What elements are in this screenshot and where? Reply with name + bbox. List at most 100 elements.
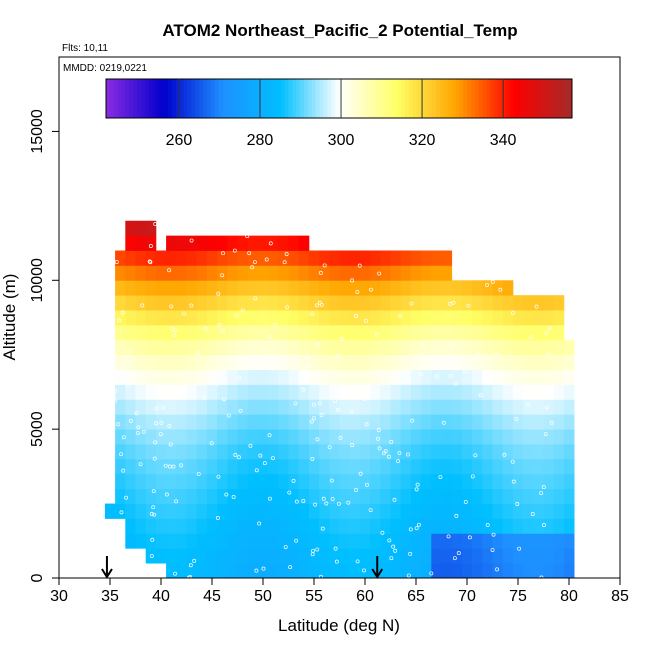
heatmap-cell bbox=[186, 533, 198, 549]
sample-point bbox=[161, 406, 166, 410]
heatmap-cell bbox=[135, 280, 147, 296]
heatmap-cell bbox=[533, 488, 544, 504]
heatmap-cell bbox=[298, 548, 310, 564]
sample-point bbox=[324, 501, 329, 506]
heatmap-cell bbox=[247, 533, 259, 549]
sample-point bbox=[476, 352, 481, 357]
heatmap-cell bbox=[125, 503, 136, 519]
heatmap-cell bbox=[217, 310, 228, 326]
heatmap-cell bbox=[543, 458, 555, 475]
heatmap-cell bbox=[145, 310, 157, 326]
colorbar-swatch bbox=[447, 79, 453, 118]
sample-point bbox=[539, 491, 544, 495]
heatmap-cell bbox=[370, 563, 381, 578]
heatmap-cell bbox=[155, 503, 167, 519]
heatmap-cell bbox=[400, 310, 412, 326]
sample-point bbox=[172, 333, 177, 338]
heatmap-cell bbox=[421, 324, 432, 341]
heatmap-cell bbox=[268, 444, 279, 460]
sample-point bbox=[313, 502, 318, 507]
heatmap-cell bbox=[196, 503, 208, 519]
heatmap-cell bbox=[482, 384, 493, 400]
colorbar-swatch bbox=[129, 79, 134, 118]
colorbar-swatch bbox=[552, 79, 557, 118]
heatmap-cell bbox=[329, 533, 340, 549]
heatmap-cell bbox=[451, 473, 463, 490]
heatmap-cell bbox=[196, 339, 208, 356]
heatmap-cell bbox=[278, 324, 289, 341]
heatmap-cell bbox=[533, 548, 544, 564]
heatmap-cell bbox=[115, 384, 126, 400]
heatmap-cell bbox=[196, 533, 208, 549]
sample-point bbox=[159, 420, 164, 425]
heatmap-cell bbox=[502, 429, 514, 445]
heatmap-cell bbox=[257, 399, 269, 415]
heatmap-cell bbox=[155, 533, 167, 549]
heatmap-cell bbox=[176, 280, 187, 296]
colorbar-swatch bbox=[238, 79, 243, 118]
x-tick-label: 75 bbox=[509, 588, 527, 605]
heatmap-cell bbox=[329, 280, 340, 296]
heatmap-cell bbox=[441, 265, 453, 281]
sample-point bbox=[376, 367, 381, 372]
heatmap-cell bbox=[217, 280, 228, 296]
heatmap-cell bbox=[186, 235, 198, 251]
sample-point bbox=[305, 354, 310, 359]
heatmap-cell bbox=[502, 488, 514, 504]
heatmap-cell bbox=[370, 533, 381, 549]
heatmap-cell bbox=[155, 339, 167, 356]
heatmap-cell bbox=[278, 310, 289, 326]
heatmap-cell bbox=[359, 533, 371, 549]
heatmap-cell bbox=[380, 444, 391, 460]
heatmap-cell bbox=[268, 414, 279, 430]
heatmap-cell bbox=[461, 339, 473, 356]
heatmap-cell bbox=[217, 414, 228, 430]
sample-point bbox=[547, 326, 552, 330]
heatmap-cell bbox=[186, 324, 198, 341]
heatmap-cell bbox=[268, 563, 279, 578]
heatmap-cell bbox=[512, 429, 524, 445]
heatmap-cell bbox=[563, 399, 575, 415]
heatmap-cell bbox=[227, 265, 238, 281]
heatmap-cell bbox=[288, 533, 300, 549]
heatmap-cell bbox=[227, 444, 238, 460]
heatmap-cell bbox=[339, 310, 351, 326]
heatmap-cell bbox=[268, 518, 279, 534]
heatmap-cell bbox=[278, 563, 289, 578]
sample-point bbox=[498, 287, 503, 292]
heatmap-cell bbox=[349, 265, 361, 281]
heatmap-cell bbox=[135, 295, 147, 311]
sample-point bbox=[257, 521, 262, 526]
heatmap-cell bbox=[421, 548, 432, 564]
heatmap-cell bbox=[206, 324, 218, 341]
heatmap-cell bbox=[512, 473, 524, 490]
heatmap-cell bbox=[155, 399, 167, 415]
heatmap-cell bbox=[104, 503, 116, 519]
heatmap-cell bbox=[431, 384, 442, 400]
heatmap-cell bbox=[349, 280, 361, 296]
sample-point bbox=[454, 513, 459, 518]
heatmap-cell bbox=[523, 429, 534, 445]
sample-point bbox=[519, 386, 524, 391]
heatmap-cell bbox=[308, 324, 320, 341]
heatmap-cell bbox=[492, 414, 504, 430]
heatmap-cell bbox=[461, 414, 473, 430]
heatmap-cell bbox=[319, 339, 330, 356]
heatmap-cell bbox=[441, 533, 453, 549]
colorbar-swatch bbox=[517, 79, 522, 118]
heatmap-cell bbox=[441, 444, 453, 460]
heatmap-cell bbox=[227, 533, 238, 549]
sample-point bbox=[485, 282, 489, 287]
heatmap-cell bbox=[492, 384, 504, 400]
heatmap-cell bbox=[329, 414, 340, 430]
heatmap-cell bbox=[370, 384, 381, 400]
heatmap-cell bbox=[237, 324, 249, 341]
heatmap-cell bbox=[247, 473, 259, 490]
heatmap-cell bbox=[390, 369, 402, 385]
heatmap-cell bbox=[441, 295, 453, 311]
sample-point bbox=[418, 371, 423, 376]
heatmap-cell bbox=[155, 354, 167, 370]
heatmap-cell bbox=[533, 295, 544, 311]
heatmap-cell bbox=[390, 295, 402, 311]
heatmap-cell bbox=[237, 503, 249, 519]
